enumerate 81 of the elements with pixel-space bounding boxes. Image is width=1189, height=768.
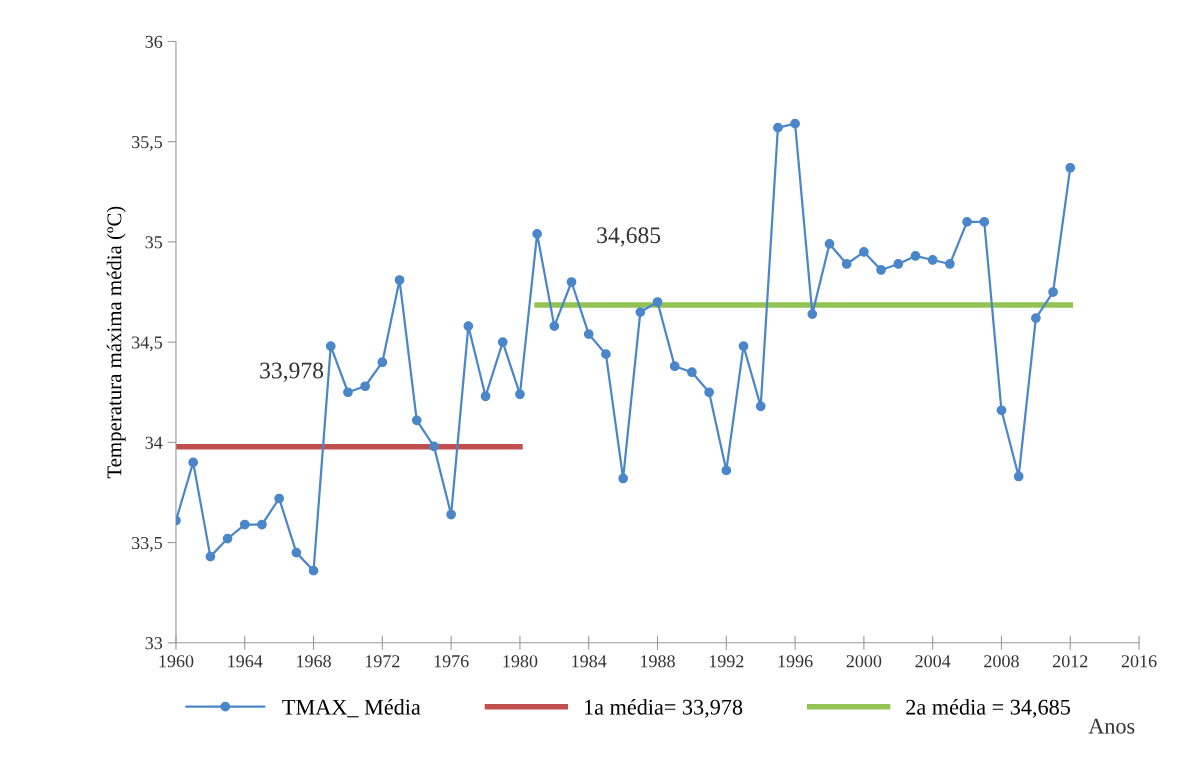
point bbox=[652, 297, 663, 307]
point bbox=[480, 391, 491, 402]
point bbox=[773, 122, 783, 133]
point bbox=[515, 389, 525, 400]
y-tick-label: 33,5 bbox=[132, 536, 163, 552]
point bbox=[876, 265, 886, 275]
y-tick-label: 36 bbox=[145, 35, 163, 48]
point bbox=[1031, 313, 1041, 323]
x-tick-label: 1964 bbox=[228, 655, 263, 668]
x-axis-title: Anos bbox=[1088, 718, 1135, 734]
point bbox=[910, 251, 921, 261]
x-tick-label: 1984 bbox=[572, 655, 607, 668]
point bbox=[635, 307, 646, 317]
point bbox=[704, 387, 714, 398]
x-tick-label: 1996 bbox=[778, 655, 813, 668]
point bbox=[446, 509, 457, 520]
annotation: 34,685 bbox=[597, 227, 661, 247]
point bbox=[291, 547, 302, 558]
point bbox=[721, 465, 732, 476]
x-tick-label: 2008 bbox=[984, 655, 1019, 668]
point bbox=[893, 259, 904, 269]
point bbox=[257, 519, 267, 530]
point bbox=[205, 551, 216, 562]
point bbox=[188, 457, 199, 468]
point bbox=[394, 275, 405, 285]
point bbox=[411, 415, 422, 426]
point bbox=[979, 217, 990, 227]
x-tick-label: 1960 bbox=[159, 655, 194, 668]
point bbox=[429, 441, 439, 452]
point bbox=[601, 349, 611, 360]
point bbox=[343, 387, 353, 398]
point bbox=[360, 381, 371, 392]
legend-label: 1a média= 33,978 bbox=[584, 699, 743, 718]
point bbox=[945, 259, 955, 269]
x-tick-label: 2004 bbox=[915, 655, 951, 668]
x-tick-label: 1976 bbox=[434, 655, 469, 668]
x-tick-label: 1992 bbox=[709, 655, 744, 668]
annotation: 33,978 bbox=[260, 362, 324, 382]
point bbox=[824, 239, 835, 249]
point bbox=[927, 255, 938, 265]
y-tick-label: 33 bbox=[145, 637, 163, 650]
point bbox=[669, 361, 680, 372]
point bbox=[308, 565, 319, 576]
point bbox=[532, 229, 542, 239]
point bbox=[841, 259, 852, 269]
point bbox=[687, 367, 697, 378]
point bbox=[859, 247, 869, 257]
point bbox=[222, 533, 233, 544]
point bbox=[325, 341, 336, 352]
point bbox=[807, 309, 818, 319]
y-tick-label: 35,5 bbox=[132, 136, 163, 151]
x-tick-label: 1988 bbox=[641, 655, 675, 668]
x-tick-label: 2000 bbox=[846, 655, 882, 668]
point bbox=[738, 341, 749, 352]
point bbox=[239, 519, 250, 530]
point bbox=[996, 405, 1007, 416]
point bbox=[1013, 471, 1024, 482]
point bbox=[583, 329, 594, 339]
x-tick-label: 1980 bbox=[503, 655, 538, 668]
point bbox=[790, 118, 800, 129]
point bbox=[1048, 287, 1058, 297]
y-tick-label: 35 bbox=[145, 236, 163, 249]
y-tick-label: 34,5 bbox=[132, 336, 163, 352]
point bbox=[755, 401, 766, 412]
x-tick-label: 2012 bbox=[1053, 655, 1088, 668]
x-tick-label: 2016 bbox=[1121, 655, 1157, 668]
point bbox=[1065, 162, 1076, 173]
legend-label: TMAX_ Média bbox=[282, 699, 421, 718]
y-axis-title: Temperatura máxima média (ºC) bbox=[106, 206, 126, 479]
x-tick-label: 1968 bbox=[297, 655, 331, 668]
point bbox=[618, 473, 628, 484]
point bbox=[549, 321, 560, 331]
point bbox=[962, 217, 972, 227]
point bbox=[463, 321, 474, 331]
x-tick-label: 1972 bbox=[365, 655, 400, 668]
y-tick-label: 34 bbox=[145, 436, 163, 449]
point bbox=[566, 277, 577, 287]
legend-label: 2a média = 34,685 bbox=[906, 699, 1070, 718]
point bbox=[274, 493, 285, 504]
point bbox=[497, 337, 508, 348]
point bbox=[377, 357, 388, 368]
